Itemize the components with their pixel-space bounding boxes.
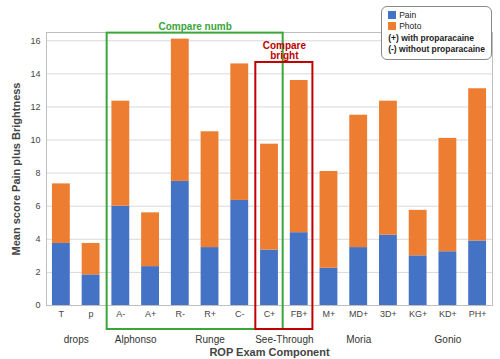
svg-text:PH+: PH+ [469, 309, 487, 319]
svg-text:R-: R- [176, 309, 186, 319]
svg-text:3D+: 3D+ [380, 309, 397, 319]
svg-text:A+: A+ [145, 309, 156, 319]
svg-text:ROP Exam Component: ROP Exam Component [209, 346, 330, 358]
svg-text:12: 12 [30, 102, 40, 112]
svg-text:Compare numb: Compare numb [158, 21, 231, 32]
svg-text:M+: M+ [323, 309, 336, 319]
svg-text:Comparebright: Comparebright [263, 40, 307, 61]
svg-text:Runge: Runge [195, 334, 225, 345]
html-text:(+) with proparacaine: (+) with proparacaine [388, 32, 474, 43]
svg-text:C+: C+ [264, 309, 276, 319]
svg-text:C-: C- [235, 309, 245, 319]
svg-text:p: p [89, 309, 94, 319]
svg-text:10: 10 [30, 135, 40, 145]
svg-text:MD+: MD+ [349, 309, 368, 319]
svg-text:2: 2 [35, 267, 40, 277]
svg-text:A-: A- [116, 309, 125, 319]
svg-text:Alphonso: Alphonso [115, 334, 157, 345]
svg-text:0: 0 [35, 300, 40, 310]
svg-text:Gonio: Gonio [435, 334, 462, 345]
svg-text:8: 8 [35, 168, 40, 178]
svg-text:T: T [59, 309, 65, 319]
svg-text:KG+: KG+ [409, 309, 427, 319]
html-text:(-) without proparacaine: (-) without proparacaine [388, 44, 485, 55]
svg-text:R+: R+ [204, 309, 216, 319]
svg-text:4: 4 [35, 234, 40, 244]
svg-text:Mean score Pain plus Brightnes: Mean score Pain plus Brightness [10, 83, 22, 256]
html-text:Pain: Pain [399, 10, 417, 20]
svg-text:Moria: Moria [346, 334, 371, 345]
svg-text:See-Through: See-Through [255, 334, 313, 345]
svg-text:KD+: KD+ [439, 309, 457, 319]
svg-text:drops: drops [64, 334, 89, 345]
svg-text:FB+: FB+ [291, 309, 308, 319]
svg-text:14: 14 [30, 69, 40, 79]
html-text:Photo: Photo [399, 21, 422, 32]
svg-text:16: 16 [30, 36, 40, 46]
svg-text:6: 6 [35, 201, 40, 211]
